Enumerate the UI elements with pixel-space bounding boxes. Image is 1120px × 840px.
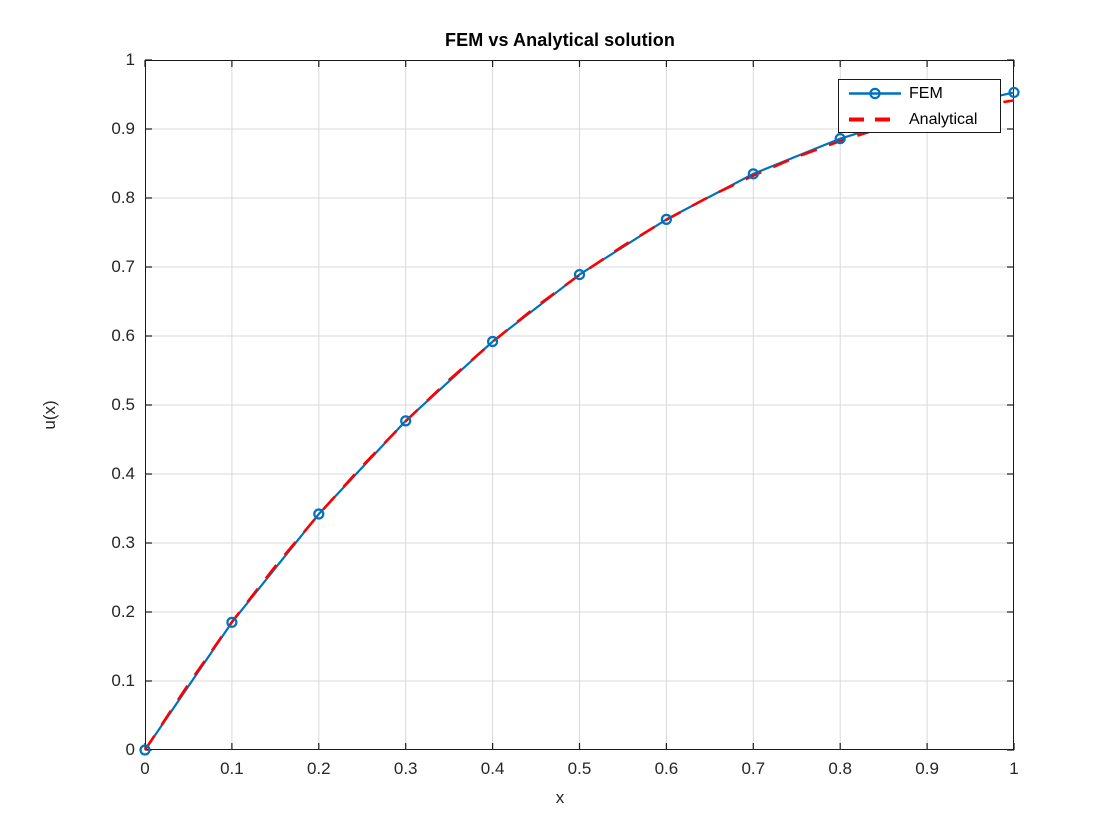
y-tick-label: 0.5	[111, 395, 135, 414]
x-tick-label: 0.3	[393, 759, 418, 778]
plot-canvas	[139, 59, 1020, 756]
y-tick-label: 1	[125, 50, 135, 69]
y-axis-label: u(x)	[40, 400, 59, 430]
x-tick-label: 0	[140, 759, 150, 778]
x-tick-label: 0.7	[741, 759, 766, 778]
y-tick-label: 0.1	[111, 671, 135, 690]
x-axis-label: x	[555, 788, 565, 807]
legend-item-fem[interactable]: FEM	[839, 80, 1002, 107]
x-tick-label: 0.1	[220, 759, 244, 778]
y-tick-label: 0.3	[111, 533, 135, 552]
legend-swatch-fem	[849, 87, 901, 100]
x-tick-label: 0.9	[915, 759, 939, 778]
y-tick-label: 0.7	[111, 257, 135, 276]
x-tick-label: 0.6	[654, 759, 679, 778]
gridlines	[145, 60, 1014, 750]
legend-swatch-analytical	[849, 117, 901, 122]
x-tick-label: 0.2	[306, 759, 331, 778]
x-tick-label: 0.5	[567, 759, 592, 778]
x-tick-label: 0.4	[480, 759, 505, 778]
y-tick-label: 0.4	[111, 464, 135, 483]
y-tick-label: 0.9	[111, 119, 135, 138]
y-tick-label: 0.8	[111, 188, 135, 207]
x-tick-label: 1	[1009, 759, 1019, 778]
y-tick-label: 0.6	[111, 326, 135, 345]
legend-label-fem: FEM	[909, 85, 943, 102]
chart-legend[interactable]: FEM Analytical	[838, 79, 1001, 133]
chart-title: FEM vs Analytical solution	[445, 30, 675, 50]
legend-label-analytical: Analytical	[909, 111, 978, 128]
y-tick-label: 0	[125, 740, 135, 759]
x-tick-label: 0.8	[828, 759, 852, 778]
legend-item-analytical[interactable]: Analytical	[839, 106, 1002, 133]
y-tick-label: 0.2	[111, 602, 135, 621]
